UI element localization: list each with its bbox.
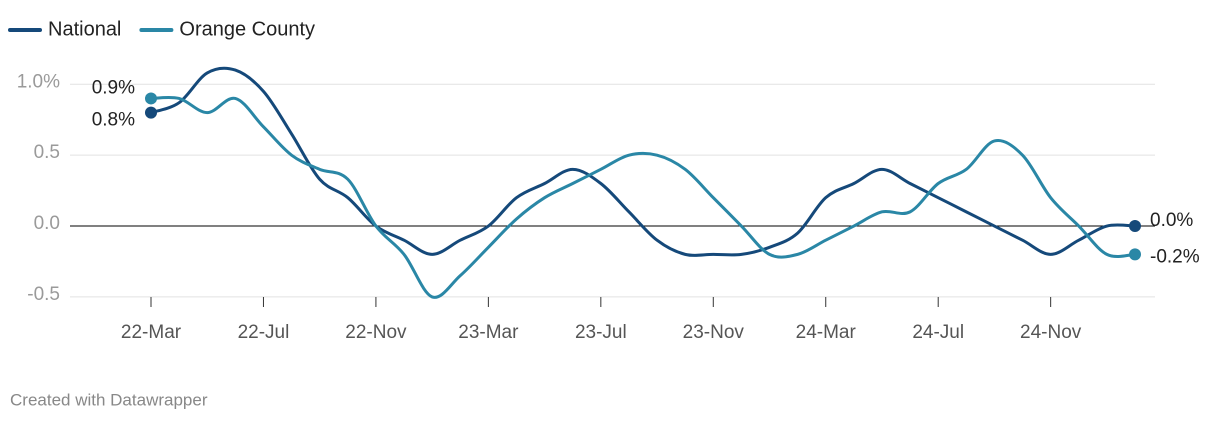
value-label: -0.2%	[1150, 246, 1200, 267]
point	[145, 92, 157, 105]
x-tick-label: 22-Jul	[238, 322, 290, 343]
point	[145, 106, 157, 119]
value-label: 0.9%	[92, 77, 135, 98]
y-tick-label: -0.5	[27, 284, 60, 305]
value-label: 0.8%	[92, 110, 135, 131]
x-tick-label: 23-Mar	[458, 322, 519, 343]
y-tick-label: 1.0%	[17, 71, 60, 92]
y-tick-label: 0.5	[34, 142, 60, 163]
value-label: 0.0%	[1150, 210, 1193, 231]
line	[150, 95, 1136, 299]
point	[1129, 220, 1141, 233]
x-tick-label: 24-Nov	[1020, 322, 1082, 343]
x-tick-label: 24-Mar	[796, 322, 857, 343]
credit: Created with Datawrapper	[10, 390, 208, 409]
legend-label: National	[48, 18, 121, 40]
x-tick-label: 22-Mar	[121, 322, 182, 343]
legend-label: Orange County	[179, 18, 315, 40]
x-tick-label: 22-Nov	[345, 322, 407, 343]
x-tick-label: 23-Nov	[683, 322, 745, 343]
line	[150, 66, 1136, 257]
x-tick-label: 24-Jul	[912, 322, 964, 343]
y-tick-label: 0.0	[34, 213, 60, 234]
x-tick-label: 23-Jul	[575, 322, 627, 343]
point	[1129, 248, 1141, 261]
